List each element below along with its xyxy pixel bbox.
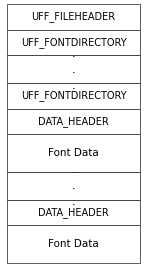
Bar	[7, 225, 140, 263]
Bar	[7, 4, 140, 30]
Text: UFF_FONTDIRECTORY: UFF_FONTDIRECTORY	[21, 91, 126, 101]
Text: Font Data: Font Data	[48, 148, 99, 158]
Text: DATA_HEADER: DATA_HEADER	[38, 116, 109, 127]
Bar	[7, 83, 140, 109]
Text: .
.
.: . . .	[72, 47, 75, 92]
Text: UFF_FILEHEADER: UFF_FILEHEADER	[31, 11, 116, 22]
Bar	[7, 135, 140, 172]
Bar	[7, 200, 140, 225]
Text: DATA_HEADER: DATA_HEADER	[38, 207, 109, 218]
Text: Font Data: Font Data	[48, 239, 99, 249]
Text: UFF_FONTDIRECTORY: UFF_FONTDIRECTORY	[21, 37, 126, 48]
Text: .
.
.: . . .	[72, 163, 75, 208]
Bar	[7, 30, 140, 56]
Bar	[7, 109, 140, 135]
